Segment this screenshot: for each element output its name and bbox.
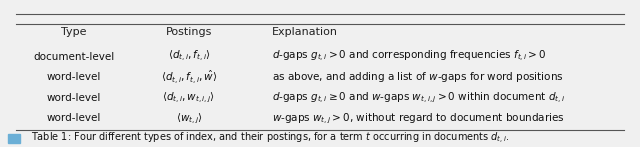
Text: Explanation: Explanation (272, 27, 338, 37)
Text: $\langle w_{t,j} \rangle$: $\langle w_{t,j} \rangle$ (175, 111, 202, 126)
Text: $d$-gaps $g_{t,i} \geq 0$ and $w$-gaps $w_{t,i,j} > 0$ within document $d_{t,i}$: $d$-gaps $g_{t,i} \geq 0$ and $w$-gaps $… (272, 91, 565, 105)
Text: Table 1: Four different types of index, and their postings, for a term $t$ occur: Table 1: Four different types of index, … (31, 131, 509, 146)
Text: $\langle d_{t,i}, f_{t,i} \rangle$: $\langle d_{t,i}, f_{t,i} \rangle$ (168, 49, 210, 64)
Text: $\langle d_{t,i}, w_{t,i,j} \rangle$: $\langle d_{t,i}, w_{t,i,j} \rangle$ (163, 91, 215, 105)
Text: Postings: Postings (166, 27, 212, 37)
Text: $w$-gaps $w_{t,j} > 0$, without regard to document boundaries: $w$-gaps $w_{t,j} > 0$, without regard t… (272, 111, 564, 126)
Text: as above, and adding a list of $w$-gaps for word positions: as above, and adding a list of $w$-gaps … (272, 70, 564, 84)
Text: word-level: word-level (47, 72, 100, 82)
Text: word-level: word-level (47, 113, 100, 123)
Text: $d$-gaps $g_{t,i} > 0$ and corresponding frequencies $f_{t,i} > 0$: $d$-gaps $g_{t,i} > 0$ and corresponding… (272, 49, 547, 64)
Text: word-level: word-level (47, 93, 100, 103)
Text: $\langle d_{t,i}, f_{t,i}, \hat{w} \rangle$: $\langle d_{t,i}, f_{t,i}, \hat{w} \rang… (161, 69, 217, 86)
Text: document-level: document-level (33, 52, 114, 62)
Text: Type: Type (61, 27, 86, 37)
Bar (8, 134, 20, 143)
